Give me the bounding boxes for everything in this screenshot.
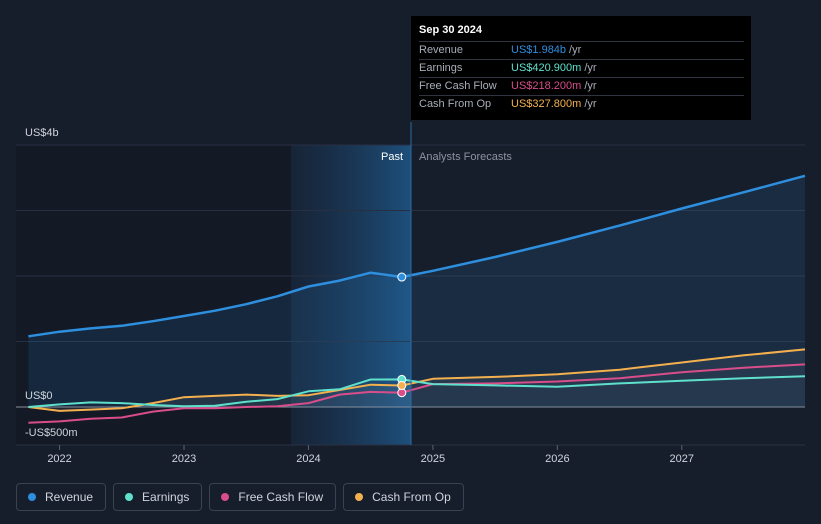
x-tick-label: 2026 (545, 453, 569, 465)
marker-revenue (397, 272, 407, 282)
tooltip-label: Revenue (419, 44, 464, 56)
legend-label: Revenue (45, 490, 94, 504)
x-tick-label: 2027 (670, 453, 694, 465)
legend-item-free-cash-flow[interactable]: Free Cash Flow (209, 483, 337, 511)
data-tooltip: Sep 30 2024 Revenue US$1.984b /yr Earnin… (411, 16, 751, 120)
marker-cash-from-op (397, 381, 407, 391)
tooltip-unit: /yr (569, 44, 582, 56)
tooltip-row-cash-from-op: Cash From Op US$327.800m /yr (419, 95, 744, 113)
tooltip-row-free-cash-flow: Free Cash Flow US$218.200m /yr (419, 77, 744, 95)
past-label: Past (381, 151, 403, 163)
x-tick-label: 2023 (172, 453, 196, 465)
highlight-markers (397, 272, 407, 398)
y-label-bottom: -US$500m (25, 427, 78, 439)
tooltip-date: Sep 30 2024 (419, 24, 482, 36)
legend-dot-icon (355, 493, 364, 501)
legend-dot-icon (28, 493, 36, 501)
series-line-cash-from-op (28, 348, 806, 412)
forecast-label: Analysts Forecasts (419, 151, 512, 163)
y-label-zero: US$0 (25, 390, 53, 402)
legend-dot-icon (221, 493, 230, 501)
y-label-top: US$4b (25, 127, 59, 139)
cash-from-op-area (28, 349, 805, 411)
legend-label: Cash From Op (372, 490, 451, 504)
series-line-free-cash-flow (28, 363, 806, 424)
x-tick-label: 2025 (421, 453, 445, 465)
x-tick-label: 2022 (47, 453, 71, 465)
tooltip-label: Cash From Op (419, 98, 492, 110)
series-line-earnings (28, 375, 806, 408)
tooltip-label: Earnings (419, 62, 463, 74)
tooltip-label: Free Cash Flow (419, 80, 497, 92)
revenue-area (28, 175, 805, 407)
tooltip-row-revenue: Revenue US$1.984b /yr (419, 41, 744, 59)
chart-legend: Revenue Earnings Free Cash Flow Cash Fro… (16, 483, 471, 511)
tooltip-value: US$218.200m (511, 80, 582, 92)
series-lines (28, 174, 806, 424)
legend-dot-icon (125, 493, 134, 501)
legend-label: Free Cash Flow (238, 490, 324, 504)
tooltip-value: US$327.800m (511, 98, 582, 110)
tooltip-value: US$1.984b (511, 44, 567, 56)
legend-item-cash-from-op[interactable]: Cash From Op (343, 483, 464, 511)
legend-label: Earnings (142, 490, 190, 504)
series-areas (28, 175, 805, 411)
tooltip-unit: /yr (584, 98, 597, 110)
tooltip-unit: /yr (584, 62, 597, 74)
tooltip-unit: /yr (584, 80, 597, 92)
legend-item-earnings[interactable]: Earnings (113, 483, 203, 511)
legend-item-revenue[interactable]: Revenue (16, 483, 107, 511)
x-axis-ticks: 2022 2023 2024 2025 2026 2027 (47, 445, 694, 465)
series-line-revenue (28, 174, 806, 338)
x-tick-label: 2024 (296, 453, 320, 465)
tooltip-row-earnings: Earnings US$420.900m /yr (419, 59, 744, 77)
tooltip-value: US$420.900m (511, 62, 582, 74)
